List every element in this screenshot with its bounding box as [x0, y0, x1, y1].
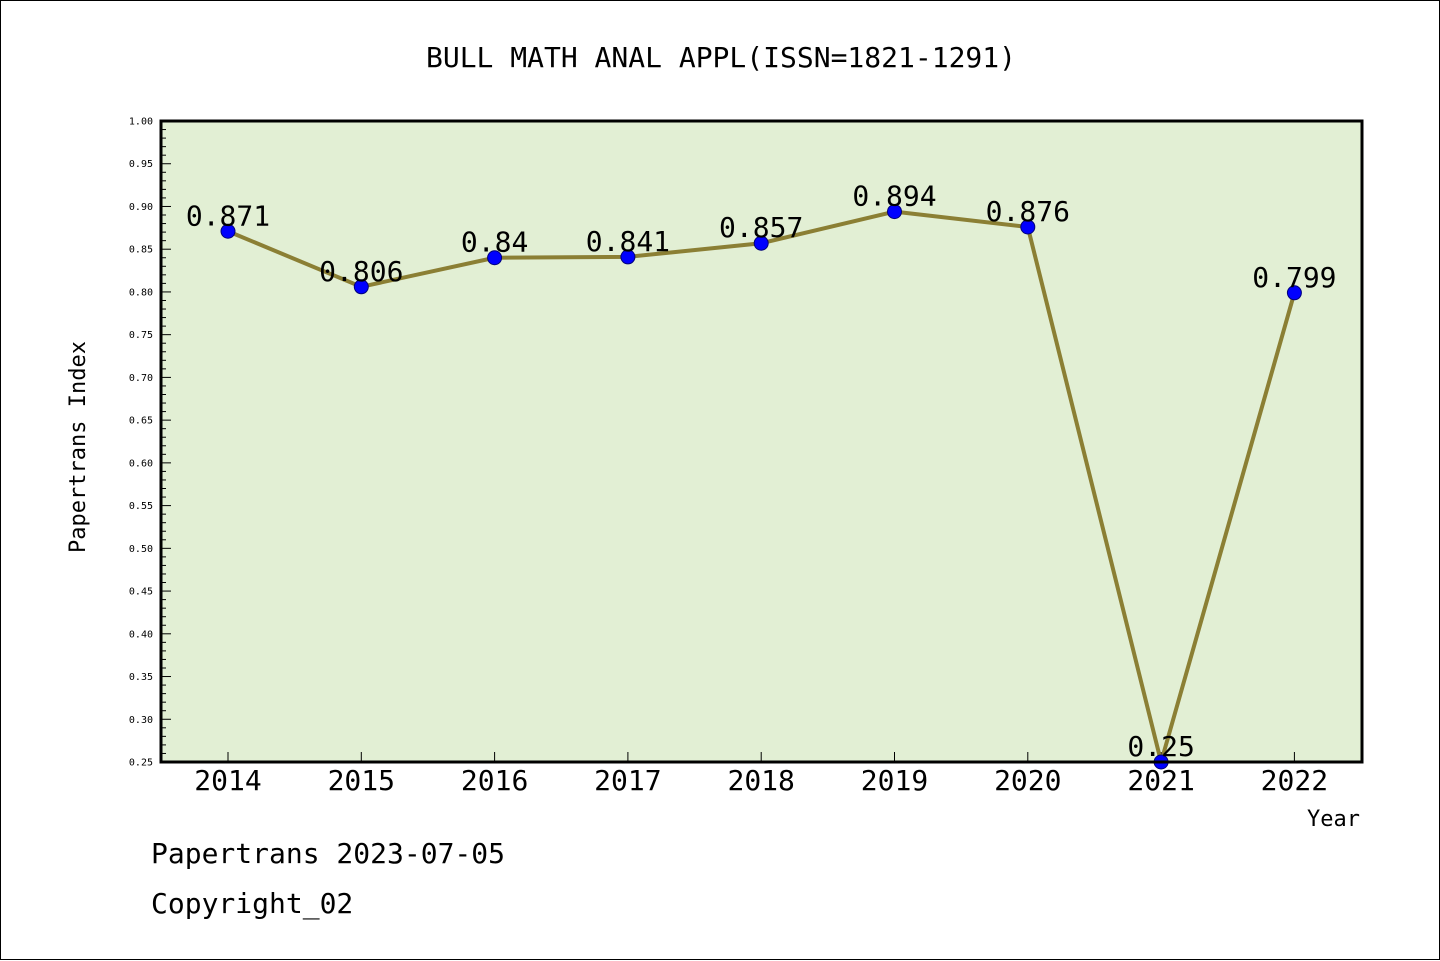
data-value-label: 0.841: [586, 225, 670, 258]
data-value-label: 0.799: [1252, 261, 1336, 294]
y-tick-label: 0.25: [129, 758, 153, 769]
x-tick-label: 2022: [1261, 764, 1328, 797]
x-tick-label: 2017: [594, 764, 661, 797]
plot-area: [161, 121, 1362, 762]
data-value-label: 0.806: [319, 255, 403, 288]
data-point-marker: [1286, 285, 1302, 301]
y-tick-label: 0.95: [129, 159, 153, 170]
footer-date: Papertrans 2023-07-05: [151, 837, 506, 870]
data-value-label: 0.871: [186, 199, 270, 232]
data-points: [220, 204, 1302, 770]
plot-border: [159, 119, 1364, 764]
y-tick-label: 0.85: [129, 245, 153, 256]
data-point-marker: [887, 204, 902, 220]
y-tick-label: 0.65: [129, 416, 153, 427]
y-tick-label: 0.70: [129, 373, 153, 384]
y-tick-label: 1.00: [129, 117, 153, 128]
data-point-marker: [220, 223, 236, 239]
y-tick-label: 0.35: [129, 672, 153, 683]
data-value-label: 0.25: [1127, 730, 1194, 763]
x-tick-label: 2014: [194, 764, 261, 797]
footer-copyright: Copyright_02: [151, 887, 354, 920]
data-labels: 0.871 0.806 0.84 0.841 0.857 0.894 0.876 0.25 0.…: [186, 180, 1337, 763]
y-axis-label: Papertrans Index: [66, 341, 91, 553]
data-value-label: 0.894: [852, 180, 936, 213]
y-tick-label: 0.45: [129, 587, 153, 598]
x-tick-label: 2016: [461, 764, 528, 797]
y-tick-label: 0.90: [129, 202, 153, 213]
data-point-marker: [353, 279, 369, 295]
chart-title: BULL MATH ANAL APPL(ISSN=1821-1291): [426, 41, 1016, 74]
y-tick-label: 0.50: [129, 544, 153, 555]
y-tick-label: 0.80: [129, 287, 153, 298]
y-tick-label: 0.55: [129, 501, 153, 512]
data-point-marker: [1020, 219, 1036, 235]
y-tick-label: 0.60: [129, 458, 153, 469]
data-point-marker: [753, 235, 769, 251]
x-tick-label: 2015: [328, 764, 395, 797]
data-value-label: 0.857: [719, 211, 803, 244]
y-tick-label: 0.75: [129, 330, 153, 341]
x-axis-label: Year: [1307, 807, 1360, 832]
y-tick-label: 0.40: [129, 629, 153, 640]
data-value-label: 0.876: [986, 195, 1070, 228]
data-value-label: 0.84: [461, 226, 528, 259]
y-axis-ticks: 0.25 0.30 0.35 0.40 0.45 0.50 0.55 0.60 0.65 0.70…: [129, 117, 171, 769]
x-axis-ticks: 2014 2015 2016 2017 2018 2019 2020 2021 2022: [194, 752, 1328, 797]
data-point-marker: [620, 249, 636, 265]
x-tick-label: 2018: [727, 764, 794, 797]
x-tick-label: 2020: [994, 764, 1061, 797]
data-point-marker: [487, 250, 503, 266]
y-tick-label: 0.30: [129, 715, 153, 726]
x-tick-label: 2019: [861, 764, 928, 797]
